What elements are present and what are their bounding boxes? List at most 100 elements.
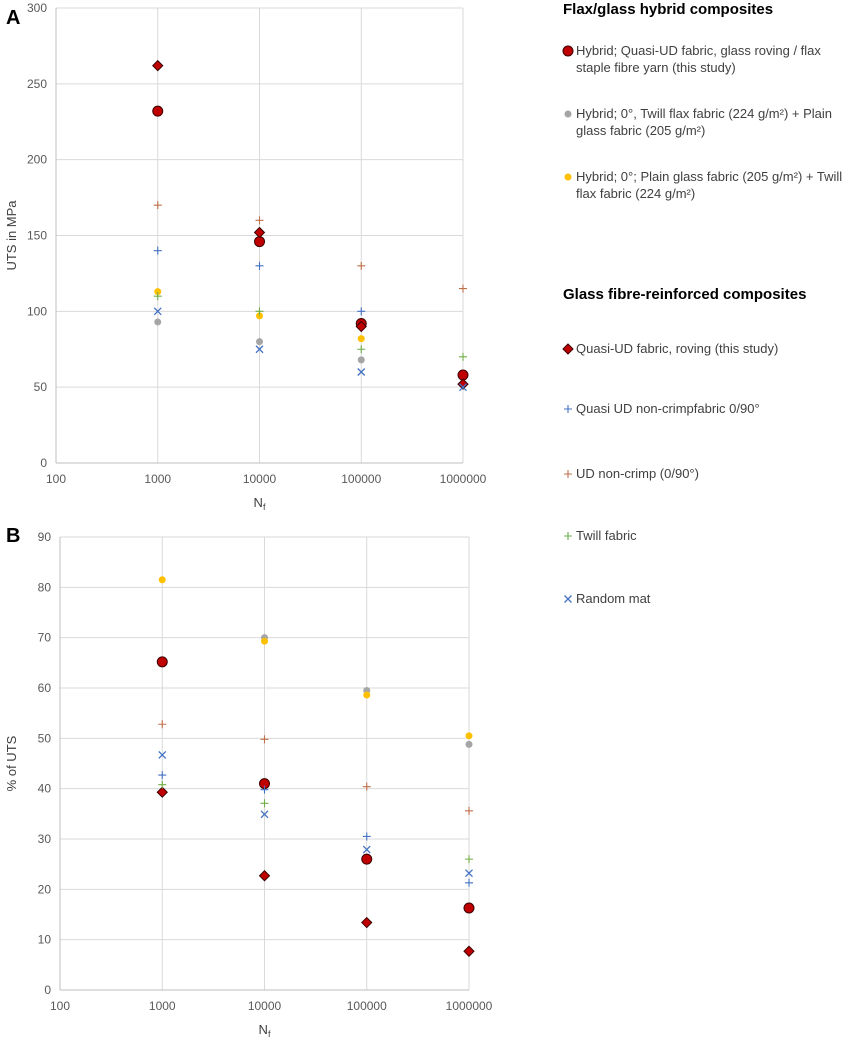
data-point (255, 345, 264, 354)
data-point (256, 312, 263, 320)
data-point (158, 780, 167, 789)
series-hyb_twill (154, 318, 365, 364)
y-tick-label: 50 (38, 731, 52, 745)
series-hyb_plain (158, 576, 473, 740)
data-point (363, 691, 371, 699)
data-point (261, 637, 268, 645)
data-point (361, 853, 373, 865)
data-point (256, 338, 263, 346)
data-point (253, 226, 266, 239)
legend-label: flax fabric (224 g/m²) (576, 186, 695, 201)
y-tick-label: 150 (27, 229, 47, 243)
data-point (260, 799, 269, 808)
legend: Flax/glass hybrid composites Glass fibre… (562, 1, 842, 606)
data-point (362, 782, 371, 791)
legend-marker (564, 470, 572, 478)
x-tick-label: 100000 (341, 472, 381, 486)
data-point (258, 870, 271, 882)
data-point (459, 284, 467, 293)
y-axis-title: % of UTS (4, 735, 19, 791)
data-point (154, 318, 162, 326)
legend-marker (564, 110, 572, 118)
data-point (153, 292, 162, 301)
x-tick-label: 1000 (149, 999, 176, 1013)
legend-label: UD non-crimp (0/90°) (576, 466, 699, 481)
data-point (357, 368, 366, 376)
panel-a: A 100 1000 10000 100000 1000000 0 50 100 150 200 25… (4, 1, 487, 512)
legend-label: Twill fabric (576, 528, 637, 543)
y-tick-label: 0 (40, 456, 47, 470)
legend-entry-gf_ud: UD non-crimp (0/90°) (564, 466, 699, 481)
legend-marker (564, 173, 572, 181)
legend-label: Hybrid; Quasi-UD fabric, glass roving / … (576, 43, 821, 58)
data-point (362, 845, 371, 854)
data-point (357, 356, 365, 364)
y-tick-label: 80 (38, 580, 52, 594)
data-point (465, 806, 473, 815)
x-tick-label: 1000 (144, 472, 171, 486)
legend-entry-gf_quasi: Quasi UD non-crimpfabric 0/90° (564, 401, 760, 416)
legend-marker (562, 45, 574, 57)
data-point (158, 750, 167, 759)
legend-entry-hyb_twill: Hybrid; 0°, Twill flax fabric (224 g/m²)… (564, 106, 832, 138)
series-gf_random (158, 750, 473, 878)
series-gf_quasi (153, 246, 366, 316)
y-axis-title: UTS in MPa (4, 200, 19, 271)
series-hyb_study (152, 105, 469, 381)
data-point (255, 216, 264, 225)
data-point (465, 878, 473, 887)
series-hyb_study (156, 656, 475, 914)
legend-entry-gf_study: Quasi-UD fabric, roving (this study) (562, 341, 778, 356)
y-tick-label: 100 (27, 304, 47, 318)
data-point (255, 307, 264, 316)
panel-letter: A (6, 7, 20, 29)
x-tick-label: 1000000 (446, 999, 493, 1013)
series-gf_quasi (158, 771, 473, 887)
y-tick-label: 40 (38, 782, 52, 796)
series-gf_study (156, 786, 475, 957)
y-tick-label: 60 (38, 681, 52, 695)
data-point (255, 261, 264, 270)
legend-entry-hyb_study: Hybrid; Quasi-UD fabric, glass roving / … (562, 43, 821, 75)
series-gf_twill (158, 780, 473, 864)
panel-letter: B (6, 525, 20, 547)
legend-marker (562, 343, 574, 355)
data-point (465, 740, 473, 748)
x-tick-label: 100 (50, 999, 70, 1013)
x-tick-label: 100000 (347, 999, 387, 1013)
y-tick-label: 30 (38, 832, 52, 846)
legend-label: Quasi UD non-crimpfabric 0/90° (576, 401, 760, 416)
data-point (153, 201, 162, 210)
data-point (465, 855, 473, 864)
series-gf_study (152, 59, 469, 390)
data-point (465, 869, 473, 878)
legend-marker (564, 532, 572, 540)
data-point (158, 720, 167, 729)
panel-b: B 100 1000 10000 100000 1000000 0 10 20 30 40 50 60 7… (4, 525, 493, 1039)
y-tick-label: 70 (38, 631, 52, 645)
data-point (459, 352, 467, 361)
legend-label: Random mat (576, 591, 651, 606)
data-point (459, 383, 467, 392)
data-point (158, 771, 167, 780)
data-point (260, 735, 269, 744)
legend-marker (564, 405, 572, 413)
data-point (156, 656, 168, 668)
y-tick-label: 300 (27, 1, 47, 15)
data-point (463, 945, 475, 957)
series-gf_ud (153, 201, 467, 293)
y-tick-label: 50 (34, 380, 48, 394)
data-point (463, 902, 475, 914)
legend-label: Quasi-UD fabric, roving (this study) (576, 341, 778, 356)
data-point (153, 307, 162, 316)
data-point (158, 576, 166, 584)
y-tick-label: 0 (44, 983, 51, 997)
series-gf_ud (158, 720, 473, 815)
legend-heading-hybrid: Flax/glass hybrid composites (563, 1, 773, 18)
y-tick-label: 20 (38, 882, 52, 896)
y-tick-label: 10 (38, 933, 52, 947)
y-tick-label: 250 (27, 77, 47, 91)
legend-heading-glass: Glass fibre-reinforced composites (563, 286, 806, 303)
legend-label: glass fabric (205 g/m²) (576, 123, 705, 138)
